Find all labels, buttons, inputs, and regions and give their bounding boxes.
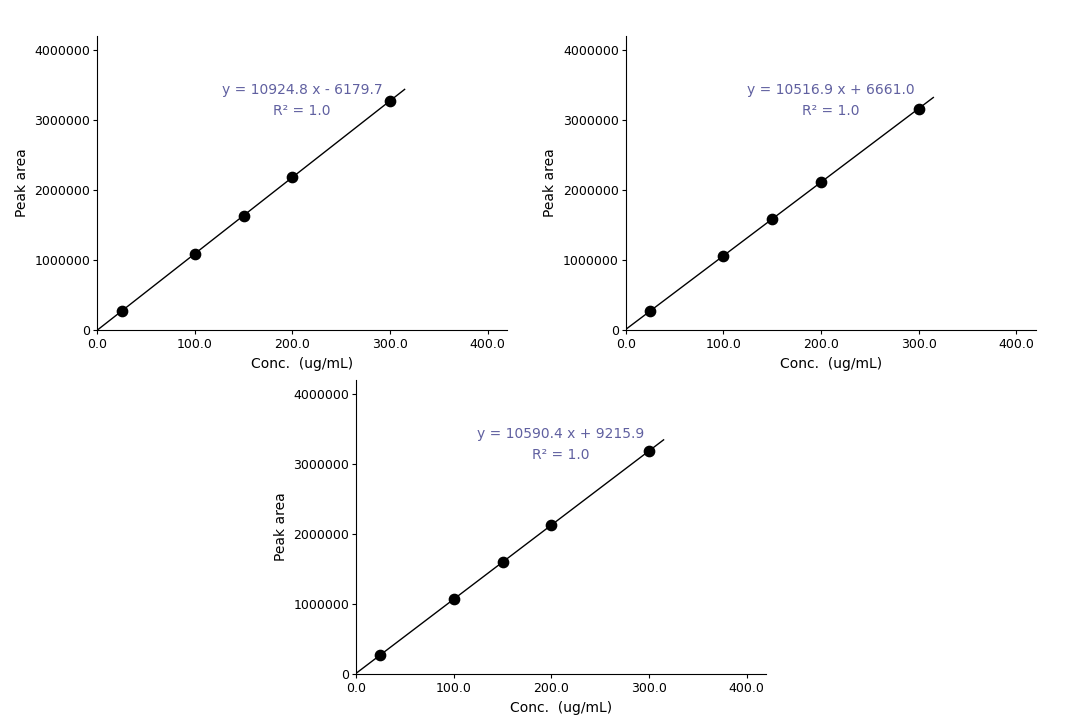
Point (714, 250, 732, 262)
Point (543, 519, 560, 531)
Point (186, 248, 203, 260)
Y-axis label: Peak area: Peak area (15, 148, 29, 217)
Point (764, 213, 781, 224)
X-axis label: Conc.  (ug/mL): Conc. (ug/mL) (251, 357, 353, 371)
X-axis label: Conc.  (ug/mL): Conc. (ug/mL) (780, 357, 882, 371)
Point (381, 95, 398, 107)
Point (812, 176, 830, 188)
Point (910, 103, 927, 114)
Point (494, 556, 511, 568)
Text: y = 10590.4 x + 9215.9
R² = 1.0: y = 10590.4 x + 9215.9 R² = 1.0 (477, 427, 645, 462)
Point (284, 171, 301, 183)
X-axis label: Conc.  (ug/mL): Conc. (ug/mL) (510, 701, 612, 715)
Point (640, 445, 657, 457)
Point (113, 305, 131, 317)
Y-axis label: Peak area: Peak area (544, 148, 558, 217)
Point (445, 594, 462, 605)
Point (235, 210, 252, 222)
Text: y = 10924.8 x - 6179.7
R² = 1.0: y = 10924.8 x - 6179.7 R² = 1.0 (222, 83, 382, 118)
Point (372, 649, 390, 660)
Point (642, 305, 659, 317)
Y-axis label: Peak area: Peak area (274, 493, 288, 561)
Text: y = 10516.9 x + 6661.0
R² = 1.0: y = 10516.9 x + 6661.0 R² = 1.0 (747, 83, 915, 118)
